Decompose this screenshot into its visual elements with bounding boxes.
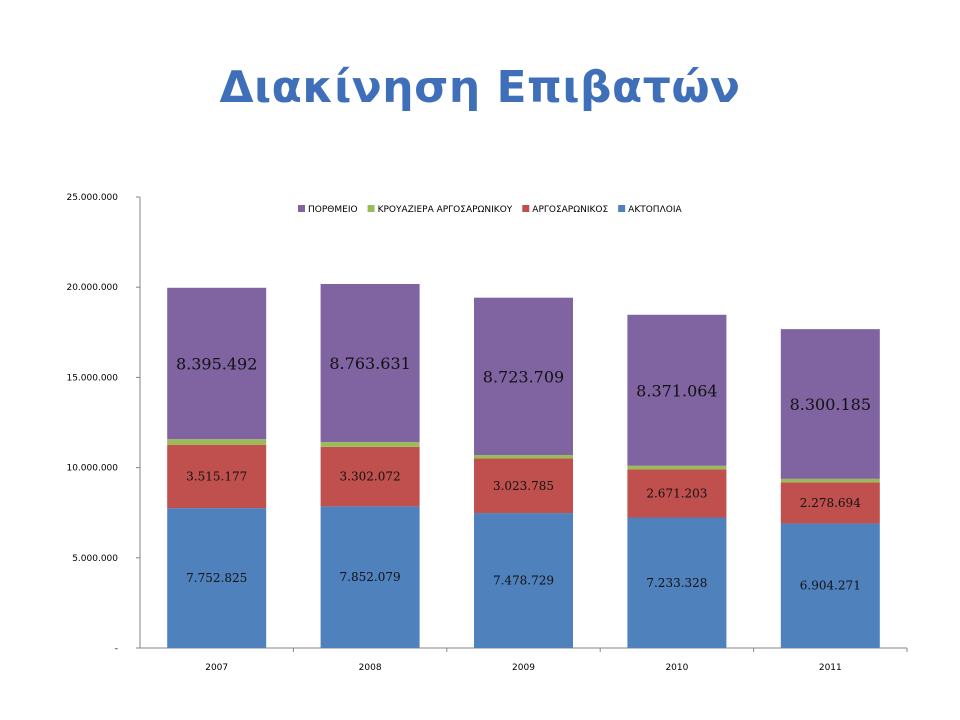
legend-label: ΑΡΓΟΣΑΡΩΝΙΚΟΣ bbox=[532, 205, 608, 215]
bar-segment bbox=[627, 314, 727, 466]
bar-segment bbox=[474, 458, 573, 514]
data-label: 8.763.631 bbox=[329, 354, 410, 373]
x-tick-label: 2010 bbox=[665, 663, 688, 673]
bar-segment bbox=[780, 478, 880, 483]
data-label: 7.233.328 bbox=[646, 576, 707, 590]
x-tick-label: 2011 bbox=[819, 663, 842, 673]
legend-label: ΑΚΤΟΠΛΟΙΑ bbox=[628, 205, 682, 215]
bar-segment bbox=[320, 506, 420, 648]
y-tick-label: - bbox=[115, 644, 118, 654]
data-label: 3.302.072 bbox=[340, 470, 401, 484]
bar-segment bbox=[474, 455, 573, 459]
bar-segment bbox=[780, 523, 880, 648]
data-label: 3.515.177 bbox=[186, 469, 247, 483]
bar-segment bbox=[627, 465, 727, 470]
bar-segment bbox=[320, 442, 420, 447]
data-label: 8.300.185 bbox=[790, 395, 871, 414]
bar-segment bbox=[320, 446, 420, 507]
legend-swatch bbox=[522, 205, 530, 212]
data-label: 8.723.709 bbox=[483, 367, 564, 386]
bar-segment bbox=[167, 444, 267, 509]
y-tick-label: 20.000.000 bbox=[66, 283, 118, 293]
x-tick-label: 2009 bbox=[512, 663, 535, 673]
data-label: 6.904.271 bbox=[800, 579, 861, 593]
y-tick-label: 15.000.000 bbox=[66, 373, 118, 383]
slide-title: Διακίνηση Επιβατών bbox=[219, 62, 741, 113]
data-label: 8.395.492 bbox=[176, 355, 257, 374]
legend-swatch bbox=[618, 205, 626, 212]
legend-swatch bbox=[298, 205, 305, 212]
data-label: 8.371.064 bbox=[636, 381, 717, 400]
y-tick-label: 5.000.000 bbox=[72, 554, 118, 564]
data-label: 7.852.079 bbox=[340, 570, 401, 584]
data-label: 2.278.694 bbox=[800, 496, 861, 510]
legend-swatch bbox=[367, 205, 375, 212]
bar-segment bbox=[474, 297, 573, 456]
x-tick-label: 2008 bbox=[359, 663, 382, 673]
bar-segment bbox=[780, 482, 880, 524]
bar-segment bbox=[167, 508, 267, 648]
x-tick-label: 2007 bbox=[205, 663, 228, 673]
bar-segment bbox=[627, 469, 727, 518]
bar-segment bbox=[627, 517, 727, 648]
legend-label: ΠΟΡΘΜΕΙΟ bbox=[308, 205, 358, 215]
bar-segment bbox=[780, 329, 880, 479]
y-tick-label: 25.000.000 bbox=[66, 193, 118, 203]
y-tick-label: 10.000.000 bbox=[66, 464, 118, 474]
bar-segment bbox=[167, 439, 267, 445]
bar-segment bbox=[474, 513, 573, 648]
legend-label: ΚΡΟΥΑΖΙΕΡΑ ΑΡΓΟΣΑΡΩΝΙΚΟΥ bbox=[378, 205, 513, 215]
bar-segment bbox=[167, 287, 267, 440]
data-label: 2.671.203 bbox=[646, 486, 707, 500]
data-label: 7.478.729 bbox=[493, 574, 554, 588]
bar-segment bbox=[320, 283, 420, 443]
data-label: 7.752.825 bbox=[186, 571, 247, 585]
data-label: 3.023.785 bbox=[493, 479, 554, 493]
